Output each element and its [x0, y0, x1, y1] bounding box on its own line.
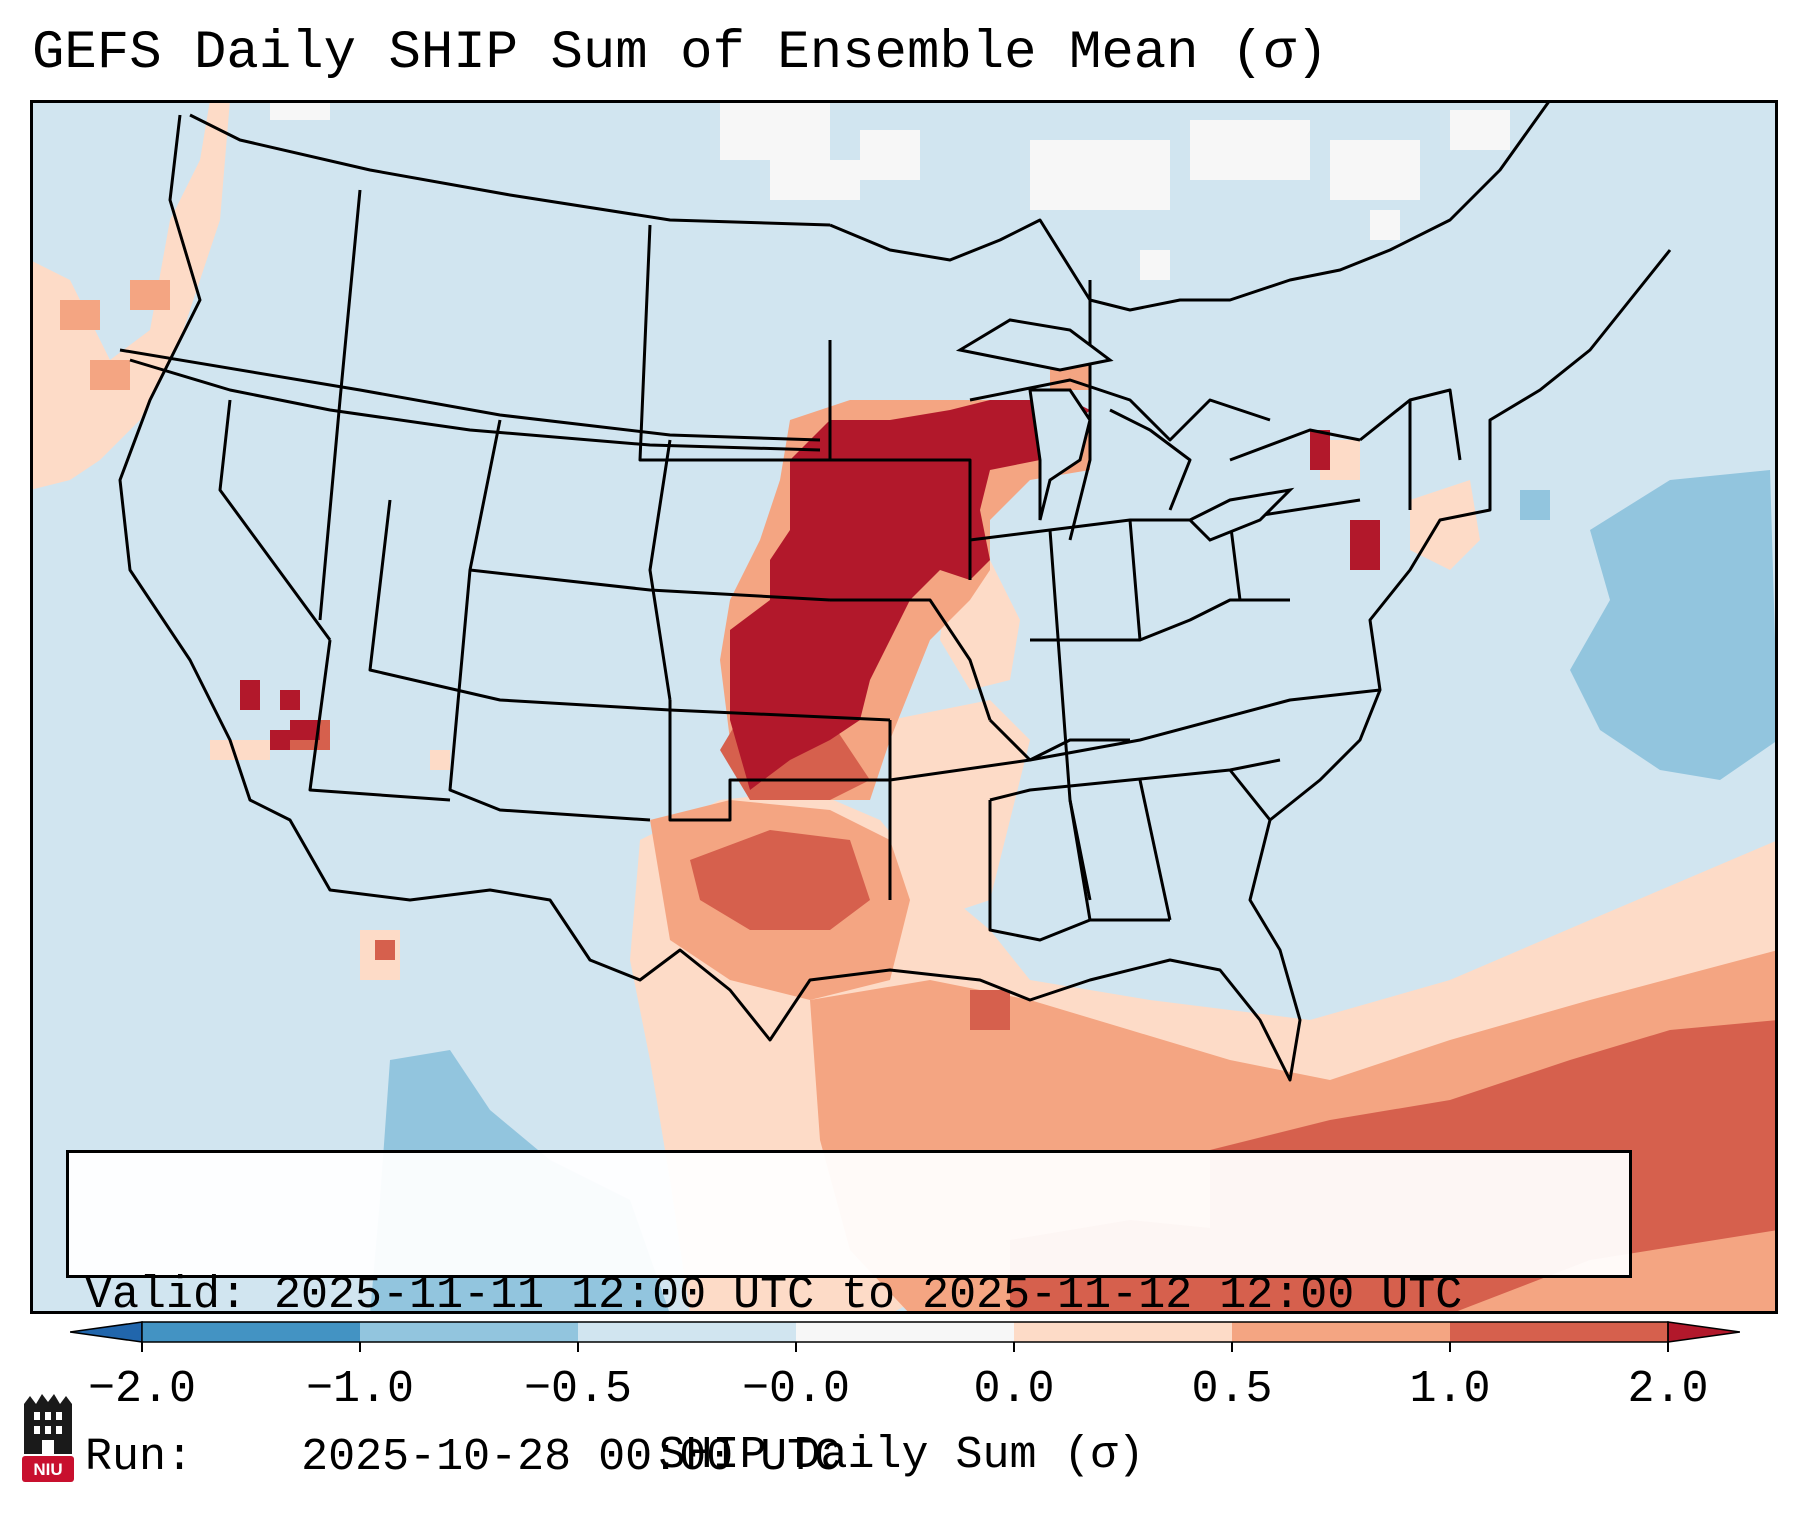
valid-row: Valid: 2025-11-11 12:00 UTC to 2025-11-1…	[85, 1269, 1629, 1323]
colorbar-label: SHIP Daily Sum (σ)	[658, 1430, 1145, 1481]
great-lakes	[955, 318, 1295, 542]
logo-badge	[22, 1456, 74, 1482]
us-canada-border-east	[829, 100, 1552, 312]
colorbar-bin	[142, 1322, 361, 1342]
map-panel	[30, 100, 1778, 1314]
niu-logo-icon: NIU	[22, 1394, 74, 1482]
colorbar-tick-label: −0.5	[523, 1364, 633, 1415]
lake-michigan	[1028, 388, 1092, 521]
colorbar-outline	[141, 1321, 1669, 1343]
valid-label: Valid:	[85, 1270, 248, 1321]
valid-value: 2025-11-11 12:00 UTC to 2025-11-12 12:00…	[274, 1270, 1463, 1321]
coastline	[118, 114, 1672, 1082]
colorbar-extend-high	[1667, 1321, 1741, 1343]
colorbar-tick-label: −0.0	[741, 1364, 851, 1415]
run-value: 2025-10-28 00:00 UTC	[301, 1432, 842, 1483]
colorbar-tick-label: 0.5	[1191, 1364, 1273, 1415]
colorbar-tick-label: 1.0	[1409, 1364, 1491, 1415]
colorbar-extend-low	[69, 1321, 143, 1343]
map-title: GEFS Daily SHIP Sum of Ensemble Mean (σ)	[32, 23, 1329, 84]
colorbar-bin	[360, 1322, 579, 1342]
extreme-positive-areas	[240, 400, 1380, 790]
colorbar-svg	[69, 1321, 1741, 1352]
colorbar-bin	[1014, 1322, 1233, 1342]
lake-superior	[955, 318, 1114, 372]
map-border	[30, 100, 1778, 1314]
colorbar-tick-label: 2.0	[1627, 1364, 1709, 1415]
colorbar-tick-label: −2.0	[87, 1364, 197, 1415]
colorbar-bin	[1450, 1322, 1669, 1342]
colorbar-bin	[796, 1322, 1015, 1342]
colorbar-bin	[578, 1322, 797, 1342]
political-boundaries	[118, 100, 1672, 1082]
valid-run-infobox: Valid: 2025-11-11 12:00 UTC to 2025-11-1…	[66, 1150, 1632, 1483]
logo-text: NIU	[33, 1460, 62, 1479]
colorbar-tick-label: −1.0	[305, 1364, 415, 1415]
niu-logo: NIU	[20, 1392, 76, 1484]
map-svg	[30, 100, 1778, 1314]
us-canada-border-west	[189, 113, 831, 227]
run-label: Run:	[85, 1432, 194, 1483]
lake-erie	[1187, 487, 1295, 542]
colorbar-bin	[1232, 1322, 1451, 1342]
colorbar-tick-label: 0.0	[973, 1364, 1055, 1415]
run-row: Run: 2025-10-28 00:00 UTC	[85, 1431, 1629, 1485]
colorbar	[69, 1318, 1741, 1368]
neutral-patches	[270, 100, 1510, 280]
